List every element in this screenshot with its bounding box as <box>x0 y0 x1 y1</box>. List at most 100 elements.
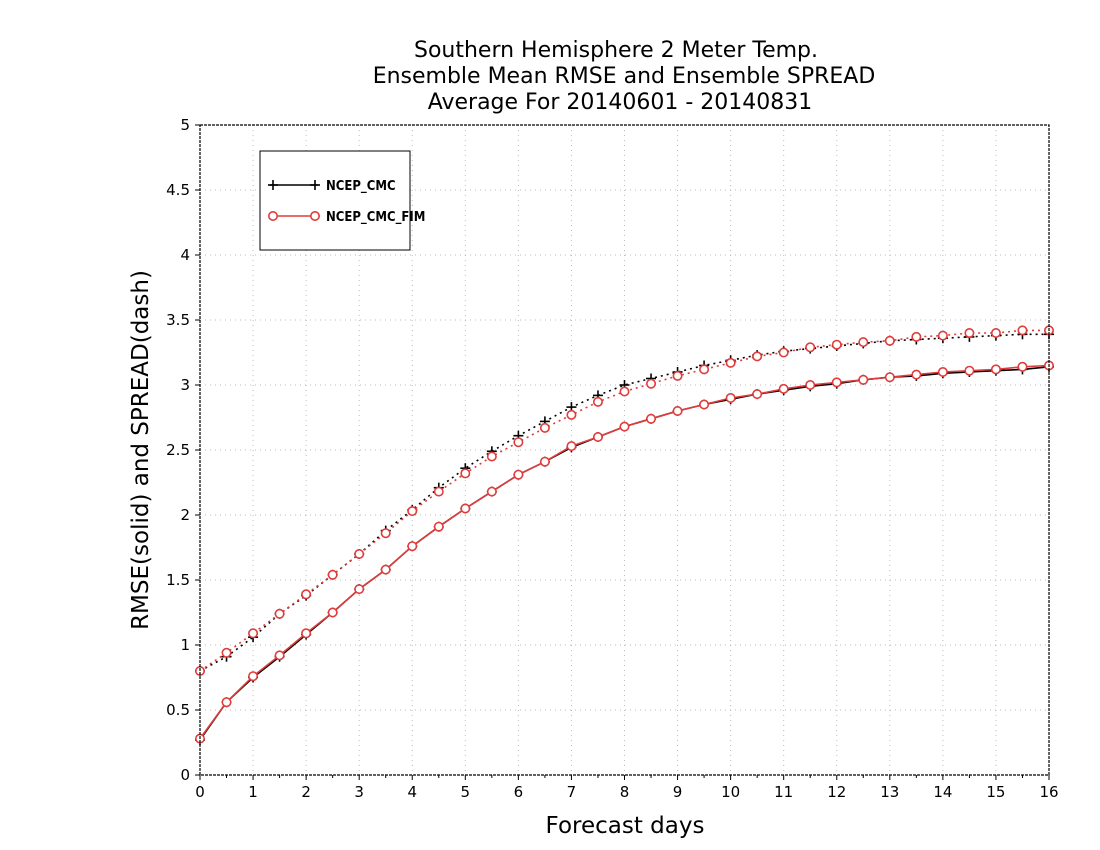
x-tick-label: 9 <box>673 783 683 801</box>
rmse-point <box>672 405 683 416</box>
spread-point <box>884 335 895 346</box>
title-line-2: Ensemble Mean RMSE and Ensemble SPREAD <box>373 64 876 89</box>
y-axis-title: RMSE(solid) and SPREAD(dash) <box>128 270 154 630</box>
x-tick-label: 16 <box>1039 783 1058 801</box>
x-axis-title: Forecast days <box>546 813 705 839</box>
spread-point <box>831 339 842 350</box>
rmse-point <box>990 364 1001 375</box>
markers-ncep-cmc-fim <box>195 325 1055 744</box>
y-tick-label: 0.5 <box>166 701 190 719</box>
rmse-point <box>354 584 365 595</box>
rmse-point <box>274 650 285 661</box>
spread-point <box>539 422 550 433</box>
rmse-point <box>539 456 550 467</box>
spread-point <box>778 347 789 358</box>
spread-point <box>805 342 816 353</box>
legend-marker <box>309 211 320 222</box>
y-tick-label: 1.5 <box>166 571 190 589</box>
y-axis: 0 0.5 1 1.5 2 2.5 3 3.5 4 4.5 5 <box>166 116 200 784</box>
y-tick-label: 4 <box>180 246 190 264</box>
rmse-point <box>805 379 816 390</box>
spread-point <box>937 330 948 341</box>
x-tick-label: 14 <box>933 783 952 801</box>
rmse-point <box>778 383 789 394</box>
spread-point <box>1017 325 1028 336</box>
y-tick-label: 2 <box>180 506 190 524</box>
y-tick-label: 5 <box>180 116 190 134</box>
legend-marker <box>267 211 278 222</box>
x-axis: 0 1 2 3 4 5 6 7 8 9 10 11 12 13 14 15 16 <box>195 775 1059 801</box>
rmse-point <box>301 628 312 639</box>
rmse-point <box>460 503 471 514</box>
rmse-point <box>433 521 444 532</box>
spread-point <box>699 364 710 375</box>
legend-marker <box>268 180 278 190</box>
spread-point <box>646 378 657 389</box>
spread-point <box>911 331 922 342</box>
rmse-point <box>831 377 842 388</box>
x-tick-label: 12 <box>827 783 846 801</box>
legend-item-ncep-cmc-fim: NCEP_CMC_FIM <box>267 210 425 225</box>
spread-point <box>725 357 736 368</box>
spread-point <box>752 351 763 362</box>
spread-point <box>354 548 365 559</box>
x-tick-label: 10 <box>721 783 740 801</box>
spread-point <box>433 486 444 497</box>
legend-item-ncep-cmc: NCEP_CMC <box>268 179 396 194</box>
x-tick-label: 2 <box>301 783 311 801</box>
spread-point <box>248 628 259 639</box>
spread-point <box>566 409 577 420</box>
spread-point <box>964 327 975 338</box>
spread-point <box>513 437 524 448</box>
rmse-point <box>513 469 524 480</box>
title-line-3: Average For 20140601 - 20140831 <box>428 90 813 115</box>
rmse-point <box>407 541 418 552</box>
rmse-point <box>725 392 736 403</box>
y-tick-label: 0 <box>180 766 190 784</box>
rmse-point <box>911 369 922 380</box>
spread-point <box>460 468 471 479</box>
x-tick-label: 11 <box>774 783 793 801</box>
rmse-line-ncep-cmc-fim <box>199 364 1050 740</box>
legend: NCEP_CMC NCEP_CMC_FIM <box>259 150 425 251</box>
spread-point <box>407 506 418 517</box>
rmse-point <box>327 607 338 618</box>
rmse-point <box>752 389 763 400</box>
spread-point <box>274 608 285 619</box>
rmse-point <box>592 431 603 442</box>
legend-marker <box>310 180 320 190</box>
x-tick-label: 1 <box>248 783 258 801</box>
legend-label: NCEP_CMC_FIM <box>326 210 425 225</box>
x-tick-label: 5 <box>461 783 471 801</box>
rmse-point <box>937 366 948 377</box>
title-line-1: Southern Hemisphere 2 Meter Temp. <box>414 38 818 63</box>
rmse-point <box>1017 361 1028 372</box>
rmse-point <box>619 421 630 432</box>
spread-point <box>301 589 312 600</box>
x-tick-label: 0 <box>195 783 205 801</box>
y-tick-label: 4.5 <box>166 181 190 199</box>
spread-point <box>327 569 338 580</box>
x-tick-label: 4 <box>407 783 417 801</box>
x-tick-label: 8 <box>620 783 630 801</box>
spread-point <box>858 337 869 348</box>
spread-point <box>990 327 1001 338</box>
spread-point <box>592 396 603 407</box>
x-tick-label: 7 <box>567 783 577 801</box>
spread-point <box>486 451 497 462</box>
legend-box <box>259 150 411 251</box>
rmse-point <box>566 441 577 452</box>
y-tick-label: 1 <box>180 636 190 654</box>
spread-point <box>221 647 232 658</box>
rmse-point <box>221 697 232 708</box>
spread-point <box>619 386 630 397</box>
rmse-point <box>248 671 259 682</box>
rmse-point <box>646 413 657 424</box>
x-tick-label: 6 <box>514 783 524 801</box>
rmse-point <box>486 486 497 497</box>
rmse-point <box>964 365 975 376</box>
x-tick-label: 3 <box>354 783 364 801</box>
y-tick-label: 3 <box>180 376 190 394</box>
x-tick-label: 13 <box>880 783 899 801</box>
